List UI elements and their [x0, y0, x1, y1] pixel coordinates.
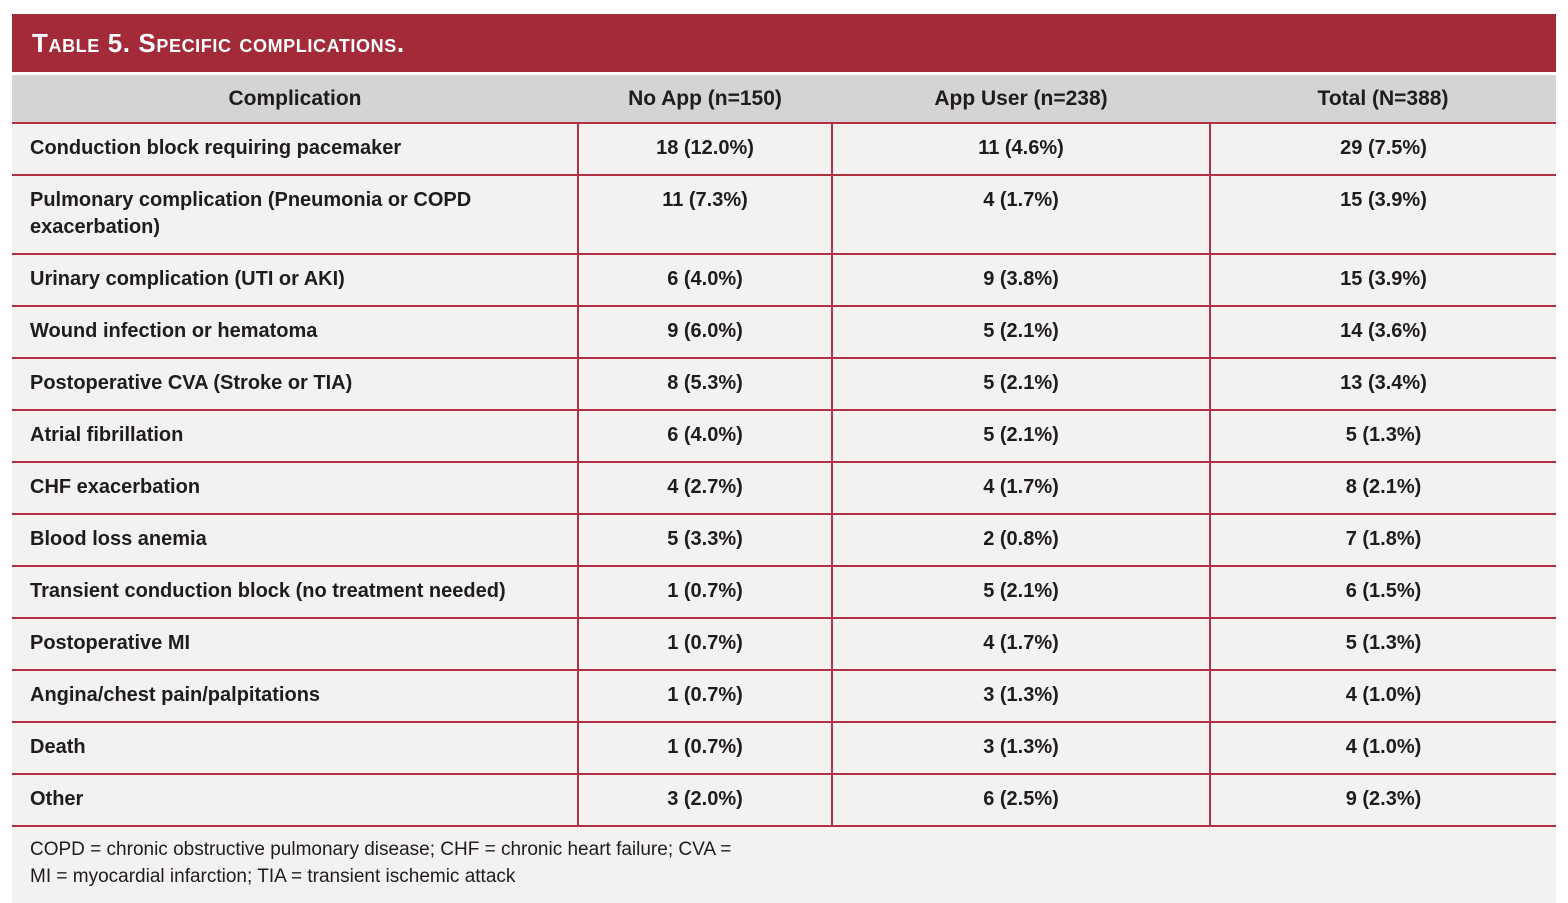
column-header-no-app: No App (n=150): [578, 75, 832, 123]
table-row: Atrial fibrillation 6 (4.0%) 5 (2.1%) 5 …: [12, 409, 1556, 462]
complication-cell: Postoperative MI: [12, 617, 578, 670]
footnote-line-2: MI = myocardial infarction; TIA = transi…: [30, 865, 516, 887]
header-row: Complication No App (n=150) App User (n=…: [12, 75, 1556, 123]
app-user-value-cell: 5 (2.1%): [831, 305, 1210, 358]
table-row: Postoperative MI 1 (0.7%) 4 (1.7%) 5 (1.…: [12, 617, 1556, 670]
total-value-cell: 9 (2.3%): [1209, 773, 1556, 825]
table-title-band: Table 5. Specific complications.: [12, 14, 1556, 72]
complications-table-figure: Table 5. Specific complications. Complic…: [12, 14, 1556, 903]
table-footnote: COPD = chronic obstructive pulmonary dis…: [12, 825, 1556, 903]
column-header-complication: Complication: [12, 75, 578, 123]
app-user-value-cell: 3 (1.3%): [831, 721, 1210, 774]
no-app-value-cell: 5 (3.3%): [577, 513, 832, 566]
total-value-cell: 7 (1.8%): [1209, 513, 1556, 566]
total-value-cell: 6 (1.5%): [1209, 565, 1556, 618]
complication-cell: Urinary complication (UTI or AKI): [12, 253, 578, 306]
table-row: Postoperative CVA (Stroke or TIA) 8 (5.3…: [12, 357, 1556, 410]
total-value-cell: 4 (1.0%): [1209, 669, 1556, 722]
table-row: Conduction block requiring pacemaker 18 …: [12, 122, 1556, 175]
no-app-value-cell: 6 (4.0%): [577, 253, 832, 306]
app-user-value-cell: 5 (2.1%): [831, 409, 1210, 462]
complications-table: Complication No App (n=150) App User (n=…: [12, 75, 1556, 825]
app-user-value-cell: 6 (2.5%): [831, 773, 1210, 825]
table-row: Transient conduction block (no treatment…: [12, 565, 1556, 618]
table-body: Conduction block requiring pacemaker 18 …: [12, 122, 1556, 825]
table-title: Table 5. Specific complications.: [32, 27, 405, 58]
no-app-value-cell: 9 (6.0%): [577, 305, 832, 358]
no-app-value-cell: 4 (2.7%): [577, 461, 832, 514]
complication-cell: Wound infection or hematoma: [12, 305, 578, 358]
app-user-value-cell: 3 (1.3%): [831, 669, 1210, 722]
app-user-value-cell: 5 (2.1%): [831, 357, 1210, 410]
total-value-cell: 5 (1.3%): [1209, 409, 1556, 462]
no-app-value-cell: 18 (12.0%): [577, 122, 832, 175]
no-app-value-cell: 6 (4.0%): [577, 409, 832, 462]
complication-cell: Atrial fibrillation: [12, 409, 578, 462]
table-row: CHF exacerbation 4 (2.7%) 4 (1.7%) 8 (2.…: [12, 461, 1556, 514]
table-row: Angina/chest pain/palpitations 1 (0.7%) …: [12, 669, 1556, 722]
no-app-value-cell: 1 (0.7%): [577, 617, 832, 670]
app-user-value-cell: 5 (2.1%): [831, 565, 1210, 618]
column-header-total: Total (N=388): [1210, 75, 1556, 123]
complication-cell: CHF exacerbation: [12, 461, 578, 514]
total-value-cell: 8 (2.1%): [1209, 461, 1556, 514]
complication-cell: Postoperative CVA (Stroke or TIA): [12, 357, 578, 410]
complication-cell: Angina/chest pain/palpitations: [12, 669, 578, 722]
complication-cell: Blood loss anemia: [12, 513, 578, 566]
total-value-cell: 14 (3.6%): [1209, 305, 1556, 358]
table-row: Blood loss anemia 5 (3.3%) 2 (0.8%) 7 (1…: [12, 513, 1556, 566]
no-app-value-cell: 1 (0.7%): [577, 669, 832, 722]
no-app-value-cell: 8 (5.3%): [577, 357, 832, 410]
table-header: Complication No App (n=150) App User (n=…: [12, 75, 1556, 123]
no-app-value-cell: 1 (0.7%): [577, 721, 832, 774]
app-user-value-cell: 2 (0.8%): [831, 513, 1210, 566]
total-value-cell: 15 (3.9%): [1209, 253, 1556, 306]
app-user-value-cell: 4 (1.7%): [831, 174, 1210, 254]
complication-cell: Other: [12, 773, 578, 825]
no-app-value-cell: 3 (2.0%): [577, 773, 832, 825]
app-user-value-cell: 4 (1.7%): [831, 461, 1210, 514]
total-value-cell: 4 (1.0%): [1209, 721, 1556, 774]
table-row: Death 1 (0.7%) 3 (1.3%) 4 (1.0%): [12, 721, 1556, 774]
app-user-value-cell: 11 (4.6%): [831, 122, 1210, 175]
total-value-cell: 5 (1.3%): [1209, 617, 1556, 670]
table-row: Pulmonary complication (Pneumonia or COP…: [12, 174, 1556, 254]
app-user-value-cell: 9 (3.8%): [831, 253, 1210, 306]
table-row: Urinary complication (UTI or AKI) 6 (4.0…: [12, 253, 1556, 306]
complication-cell: Transient conduction block (no treatment…: [12, 565, 578, 618]
no-app-value-cell: 1 (0.7%): [577, 565, 832, 618]
table-row: Wound infection or hematoma 9 (6.0%) 5 (…: [12, 305, 1556, 358]
app-user-value-cell: 4 (1.7%): [831, 617, 1210, 670]
column-header-app-user: App User (n=238): [832, 75, 1210, 123]
complication-cell: Death: [12, 721, 578, 774]
complication-cell: Pulmonary complication (Pneumonia or COP…: [12, 174, 578, 254]
total-value-cell: 15 (3.9%): [1209, 174, 1556, 254]
no-app-value-cell: 11 (7.3%): [577, 174, 832, 254]
table-row: Other 3 (2.0%) 6 (2.5%) 9 (2.3%): [12, 773, 1556, 825]
footnote-line-1: COPD = chronic obstructive pulmonary dis…: [30, 839, 732, 860]
total-value-cell: 29 (7.5%): [1209, 122, 1556, 175]
total-value-cell: 13 (3.4%): [1209, 357, 1556, 410]
complication-cell: Conduction block requiring pacemaker: [12, 122, 578, 175]
